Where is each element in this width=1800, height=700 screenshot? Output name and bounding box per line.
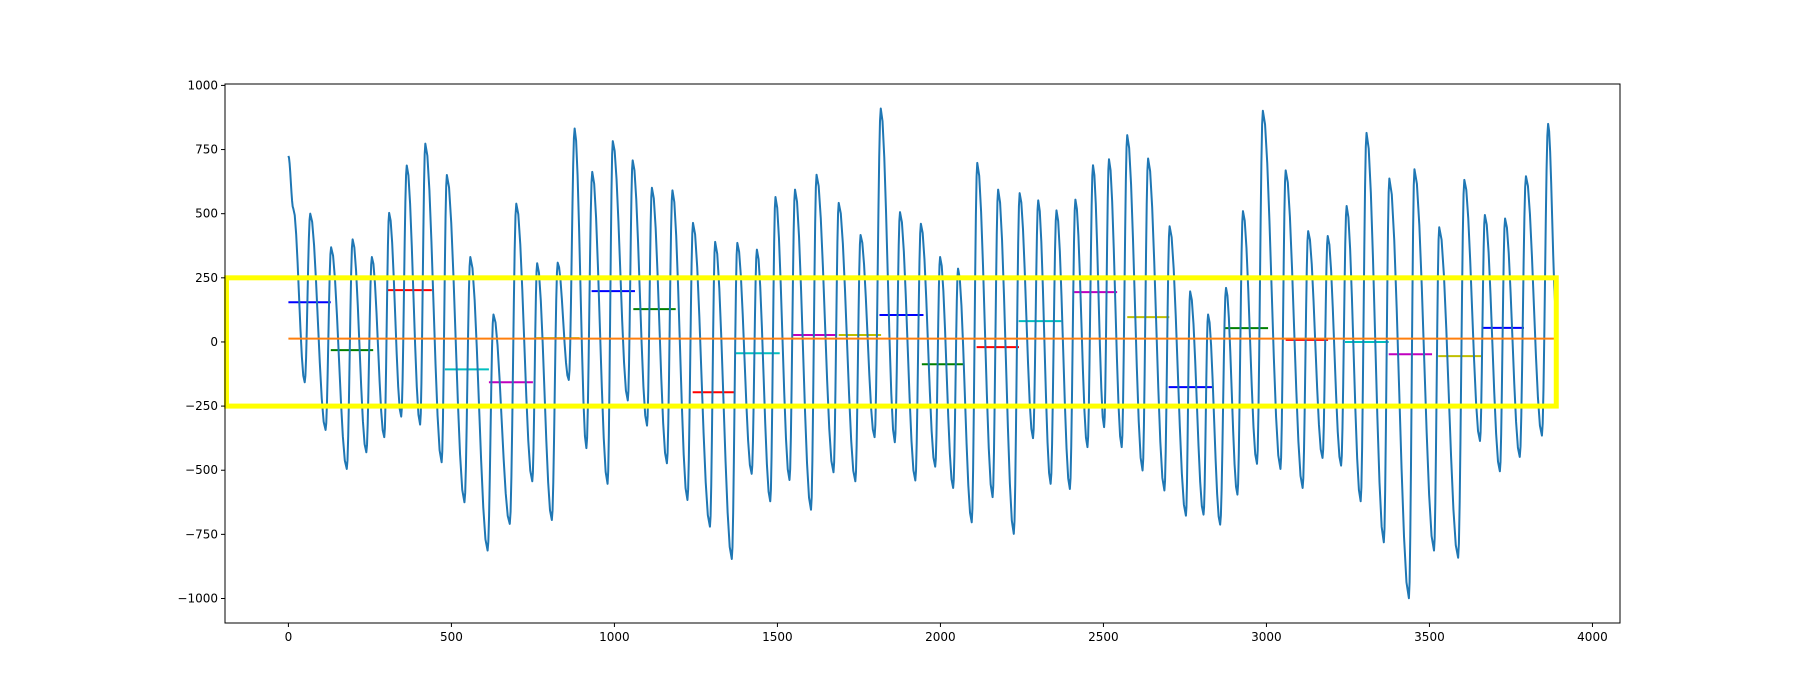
y-tick-label: −750 xyxy=(185,527,218,541)
plot-area xyxy=(223,107,1559,600)
x-tick-label: 4000 xyxy=(1577,630,1608,644)
y-tick-label: 1000 xyxy=(187,78,218,92)
y-tick-label: 500 xyxy=(195,207,218,221)
axes-frame xyxy=(224,83,1621,624)
x-tick-label: 0 xyxy=(285,630,293,644)
y-tick-label: −250 xyxy=(185,399,218,413)
x-tick-label: 2000 xyxy=(925,630,956,644)
x-tick-label: 3000 xyxy=(1251,630,1282,644)
y-tick-label: −500 xyxy=(185,463,218,477)
y-tick-label: 750 xyxy=(195,143,218,157)
y-axis: −1000 −750 −500 −250 0 250 500 750 1000 xyxy=(177,78,225,606)
x-tick-label: 1000 xyxy=(599,630,630,644)
x-tick-label: 500 xyxy=(440,630,463,644)
x-tick-label: 3500 xyxy=(1414,630,1445,644)
signal-line xyxy=(287,107,1558,600)
y-tick-label: −1000 xyxy=(177,592,218,606)
y-tick-label: 0 xyxy=(210,335,218,349)
x-tick-label: 1500 xyxy=(762,630,793,644)
x-tick-label: 2500 xyxy=(1088,630,1119,644)
y-tick-label: 250 xyxy=(195,271,218,285)
x-axis: 0 500 1000 1500 2000 2500 3000 3500 4000 xyxy=(285,623,1608,644)
highlight-box xyxy=(223,275,1559,409)
